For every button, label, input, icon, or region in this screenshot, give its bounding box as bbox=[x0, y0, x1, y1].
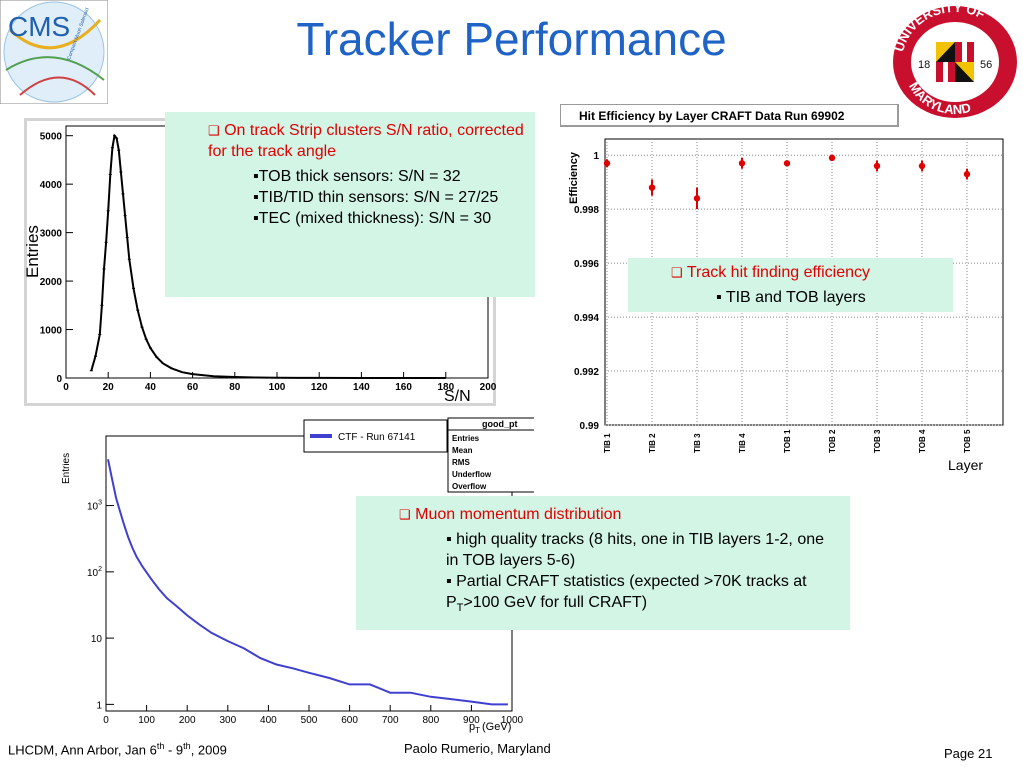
pt-xlabel: pT (GeV) bbox=[469, 721, 511, 735]
sn-x-tick-label: 200 bbox=[480, 382, 496, 393]
pt-x-tick-label: 200 bbox=[179, 715, 196, 726]
efficiency-point bbox=[783, 160, 791, 167]
efficiency-point bbox=[918, 162, 926, 170]
efficiency-y-tick-label: 1 bbox=[593, 151, 599, 162]
sn-ylabel: Entries bbox=[24, 225, 42, 278]
sn-y-tick-label: 2000 bbox=[40, 277, 63, 288]
efficiency-note: ❑ Track hit finding efficiency ▪ TIB and… bbox=[628, 258, 953, 312]
pt-y-tick-label: 102 bbox=[87, 566, 102, 579]
efficiency-x-tick-label: TOB 3 bbox=[873, 429, 882, 453]
sn-x-tick-label: 160 bbox=[395, 382, 412, 393]
muon-note: ❑ Muon momentum distribution ▪ high qual… bbox=[356, 496, 850, 630]
sn-x-tick-label: 20 bbox=[103, 382, 115, 393]
sn-x-tick-label: 60 bbox=[187, 382, 199, 393]
sn-note-item: ▪TEC (mixed thickness): S/N = 30 bbox=[253, 210, 492, 227]
efficiency-y-tick-label: 0.99 bbox=[580, 421, 600, 432]
pt-x-tick-label: 800 bbox=[422, 715, 439, 726]
pt-x-tick-label: 900 bbox=[463, 715, 480, 726]
pt-stats-box bbox=[447, 417, 534, 493]
sn-x-tick-label: 40 bbox=[145, 382, 157, 393]
pt-ylabel: Entries bbox=[62, 453, 72, 484]
efficiency-xlabel: Layer bbox=[948, 457, 983, 473]
efficiency-title: Hit Efficiency by Layer CRAFT Data Run 6… bbox=[579, 109, 845, 123]
pt-series-line bbox=[107, 459, 508, 706]
sn-y-tick-label: 4000 bbox=[40, 180, 63, 191]
efficiency-point bbox=[693, 195, 701, 202]
efficiency-point bbox=[873, 162, 881, 170]
svg-text:18: 18 bbox=[918, 59, 930, 71]
pt-x-tick-label: 500 bbox=[301, 715, 318, 726]
sn-y-tick-label: 0 bbox=[56, 374, 62, 385]
efficiency-point bbox=[963, 170, 971, 178]
sn-x-tick-label: 100 bbox=[269, 382, 286, 393]
efficiency-y-tick-label: 0.998 bbox=[574, 205, 599, 216]
checkbox-bullet-icon: ❑ bbox=[671, 265, 683, 280]
efficiency-y-tick-label: 0.996 bbox=[574, 259, 599, 270]
efficiency-x-tick-label: TIB 4 bbox=[738, 433, 747, 453]
cms-logo: CMS Compact Muon Solenoid bbox=[0, 0, 108, 104]
pt-stats-label: Overflow bbox=[452, 482, 487, 491]
pt-y-tick-label: 10 bbox=[91, 634, 103, 645]
efficiency-ylabel: Efficiency bbox=[568, 151, 580, 204]
pt-x-tick-label: 1000 bbox=[501, 715, 524, 726]
efficiency-x-tick-label: TOB 2 bbox=[828, 429, 837, 453]
efficiency-point bbox=[828, 154, 836, 162]
efficiency-title-box bbox=[560, 104, 899, 127]
sn-note: ❑ On track Strip clusters S/N ratio, cor… bbox=[165, 112, 535, 297]
footer-left: LHCDM, Ann Arbor, Jan 6th - 9th, 2009 bbox=[8, 741, 227, 758]
efficiency-x-tick-label: TOB 1 bbox=[783, 429, 792, 453]
efficiency-x-tick-label: TIB 2 bbox=[648, 433, 657, 453]
pt-y-tick-label: 1 bbox=[96, 700, 102, 711]
pt-x-tick-label: 700 bbox=[382, 715, 399, 726]
sn-note-head: On track Strip clusters S/N ratio, corre… bbox=[208, 122, 524, 160]
efficiency-note-head: Track hit finding efficiency bbox=[686, 264, 871, 281]
checkbox-bullet-icon: ❑ bbox=[399, 507, 411, 522]
efficiency-y-tick-label: 0.992 bbox=[574, 367, 599, 378]
sn-x-tick-label: 140 bbox=[353, 382, 370, 393]
cms-logo-text: CMS bbox=[8, 11, 70, 42]
efficiency-note-item: ▪ TIB and TOB layers bbox=[716, 289, 866, 306]
footer-center: Paolo Rumerio, Maryland bbox=[404, 741, 551, 756]
umd-logo: UNIVERSITY OF MARYLAND 18 56 bbox=[891, 2, 1017, 118]
efficiency-point bbox=[738, 160, 746, 167]
efficiency-x-tick-label: TOB 4 bbox=[918, 429, 927, 453]
efficiency-x-tick-label: TIB 1 bbox=[603, 433, 612, 453]
sn-series-line bbox=[90, 133, 446, 379]
pt-stats-label: Underflow bbox=[452, 470, 492, 479]
checkbox-bullet-icon: ❑ bbox=[208, 123, 220, 138]
pt-legend-label: CTF - Run 67141 bbox=[338, 432, 416, 443]
muon-note-item: ▪ Partial CRAFT statistics (expected >70… bbox=[446, 573, 807, 615]
pt-stats-label: Entries bbox=[452, 434, 480, 443]
pt-stats-title: good_pt bbox=[482, 419, 518, 429]
sn-note-item: ▪TOB thick sensors: S/N = 32 bbox=[253, 168, 461, 185]
muon-note-head: Muon momentum distribution bbox=[415, 506, 622, 523]
pt-x-tick-label: 400 bbox=[260, 715, 277, 726]
sn-x-tick-label: 120 bbox=[311, 382, 328, 393]
efficiency-point bbox=[648, 184, 656, 191]
pt-x-tick-label: 0 bbox=[103, 715, 109, 726]
efficiency-x-tick-label: TOB 5 bbox=[963, 429, 972, 453]
page-number: Page 21 bbox=[944, 746, 993, 761]
pt-x-tick-label: 600 bbox=[341, 715, 358, 726]
pt-x-tick-label: 100 bbox=[138, 715, 155, 726]
efficiency-point bbox=[603, 160, 611, 167]
pt-y-tick-label: 103 bbox=[87, 500, 102, 513]
sn-xlabel: S/N bbox=[444, 388, 471, 405]
sn-x-tick-label: 0 bbox=[63, 382, 69, 393]
pt-stats-label: Mean bbox=[452, 446, 473, 455]
slide-title: Tracker Performance bbox=[296, 13, 727, 65]
sn-y-tick-label: 5000 bbox=[40, 132, 63, 143]
efficiency-y-tick-label: 0.994 bbox=[574, 313, 599, 324]
sn-x-tick-label: 80 bbox=[229, 382, 241, 393]
sn-note-item: ▪TIB/TID thin sensors: S/N = 27/25 bbox=[253, 189, 499, 206]
sn-y-tick-label: 1000 bbox=[40, 326, 63, 337]
sn-y-tick-label: 3000 bbox=[40, 229, 63, 240]
pt-x-tick-label: 300 bbox=[219, 715, 236, 726]
svg-text:56: 56 bbox=[980, 59, 992, 71]
pt-stats-label: RMS bbox=[452, 458, 470, 467]
efficiency-x-tick-label: TIB 3 bbox=[693, 433, 702, 453]
muon-note-item: ▪ high quality tracks (8 hits, one in TI… bbox=[446, 531, 825, 569]
sn-x-tick-label: 180 bbox=[437, 382, 454, 393]
